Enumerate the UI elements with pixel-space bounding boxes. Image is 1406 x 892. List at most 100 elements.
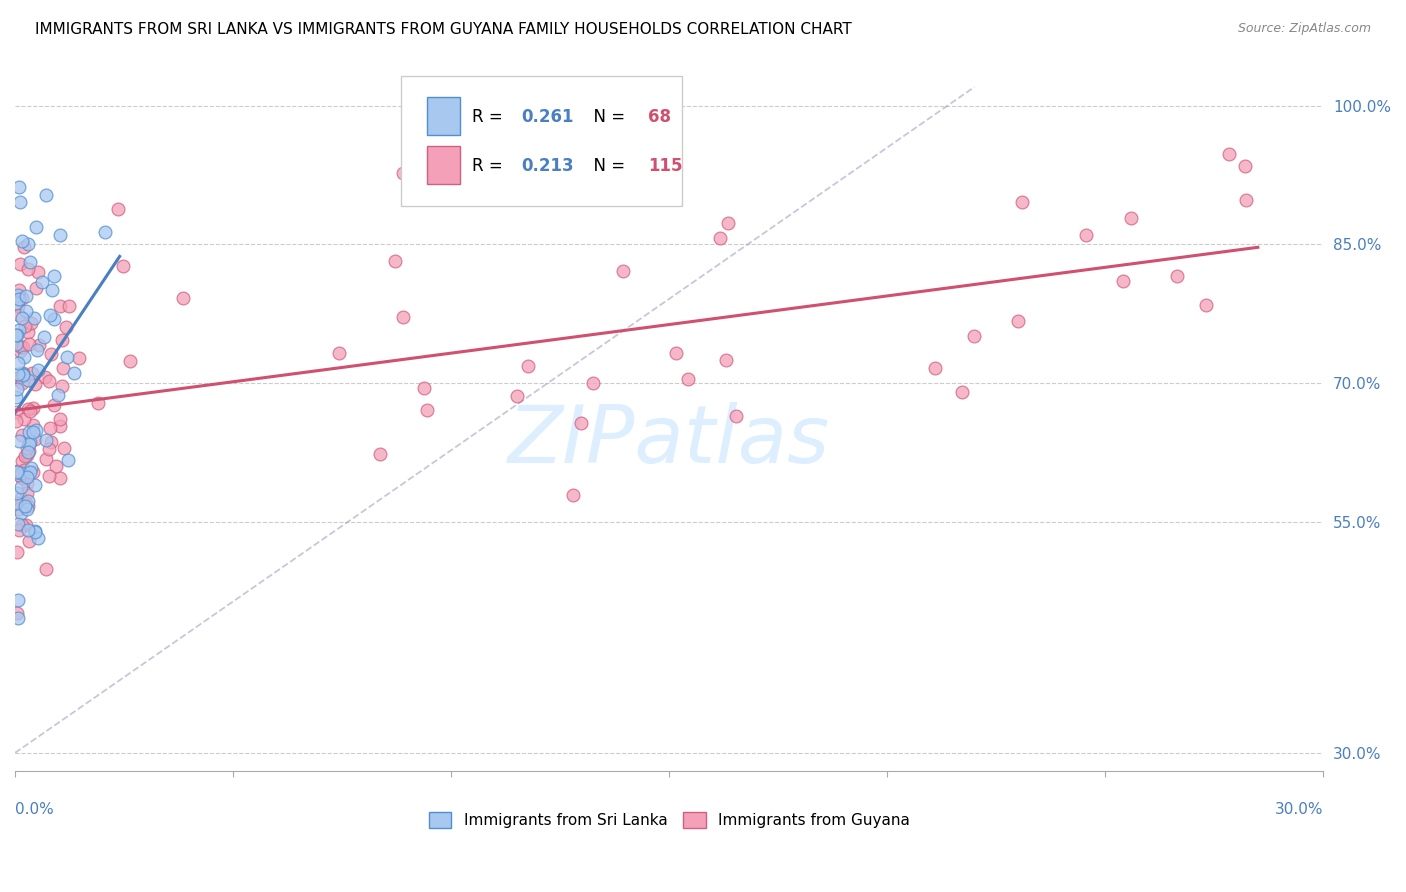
- Point: [17, 236, 39, 251]
- Point: [17, 336, 39, 351]
- Text: 0.261: 0.261: [522, 108, 574, 126]
- Point: [6, 328, 28, 343]
- Point: [7, 517, 30, 532]
- Point: [1119, 211, 1142, 225]
- Point: [14, 449, 37, 463]
- Point: [48, 299, 70, 313]
- Point: [46, 388, 69, 402]
- Point: [7, 593, 30, 607]
- Point: [11, 368, 34, 382]
- Point: [8, 370, 31, 384]
- Point: [17, 499, 39, 513]
- Point: [1074, 228, 1097, 243]
- Point: [924, 361, 946, 376]
- Point: [8, 370, 31, 384]
- Point: [24, 281, 46, 295]
- Point: [724, 409, 747, 423]
- Point: [21, 425, 44, 439]
- Point: [6, 372, 28, 386]
- Point: [11, 311, 34, 326]
- Point: [38, 442, 60, 456]
- Point: [10, 491, 32, 506]
- Point: [17, 534, 39, 549]
- Point: [10, 340, 32, 354]
- Point: [1007, 314, 1029, 328]
- Point: [15, 518, 38, 533]
- Point: [1218, 147, 1240, 161]
- Point: [1112, 274, 1135, 288]
- Point: [62, 367, 84, 381]
- Point: [24, 524, 46, 539]
- Point: [15, 442, 38, 456]
- Point: [39, 308, 62, 322]
- Point: [8, 308, 31, 322]
- Point: [6, 414, 28, 428]
- Point: [42, 269, 65, 284]
- Text: 30.0%: 30.0%: [1275, 802, 1323, 817]
- Point: [10, 497, 32, 511]
- Point: [7, 323, 30, 337]
- Point: [11, 471, 34, 485]
- Point: [7, 299, 30, 313]
- Point: [11, 234, 34, 248]
- Point: [35, 433, 58, 447]
- Point: [15, 475, 38, 490]
- Point: [27, 343, 49, 358]
- Point: [48, 227, 70, 242]
- Point: [38, 469, 60, 483]
- Point: [86, 396, 108, 410]
- Point: [8, 523, 31, 537]
- FancyBboxPatch shape: [401, 76, 682, 205]
- Point: [111, 259, 134, 273]
- Point: [581, 376, 603, 390]
- Point: [6, 296, 28, 310]
- Point: [25, 423, 48, 437]
- Point: [6, 327, 28, 342]
- Point: [51, 378, 73, 392]
- Point: [8, 434, 31, 448]
- Point: [94, 225, 117, 239]
- Point: [10, 469, 32, 483]
- Point: [27, 363, 49, 377]
- Point: [24, 310, 46, 325]
- Point: [10, 466, 32, 480]
- Point: [24, 376, 46, 391]
- Point: [34, 369, 56, 384]
- Point: [51, 334, 73, 348]
- Text: 68: 68: [648, 108, 671, 126]
- Point: [17, 402, 39, 417]
- Point: [14, 319, 37, 334]
- Point: [15, 486, 38, 500]
- Point: [1195, 298, 1218, 312]
- Point: [21, 465, 44, 479]
- Point: [7, 611, 30, 625]
- Point: [58, 453, 80, 467]
- Point: [35, 561, 58, 575]
- Point: [10, 376, 32, 391]
- Point: [31, 275, 53, 289]
- Point: [963, 329, 986, 343]
- Point: [6, 496, 28, 510]
- Point: [6, 405, 28, 419]
- Point: [562, 488, 585, 502]
- Point: [27, 265, 49, 279]
- Point: [17, 437, 39, 451]
- FancyBboxPatch shape: [427, 145, 460, 185]
- Point: [8, 194, 31, 209]
- Point: [13, 350, 35, 364]
- Point: [58, 299, 80, 313]
- Point: [11, 366, 34, 380]
- Point: [14, 496, 37, 510]
- Point: [7, 284, 30, 298]
- Text: R =: R =: [471, 108, 508, 126]
- Point: [714, 353, 737, 368]
- Point: [569, 416, 592, 430]
- Text: R =: R =: [471, 156, 508, 175]
- Text: Source: ZipAtlas.com: Source: ZipAtlas.com: [1237, 22, 1371, 36]
- Point: [678, 372, 700, 386]
- Point: [11, 454, 34, 468]
- Text: ZIPatlas: ZIPatlas: [508, 402, 830, 480]
- Point: [412, 382, 434, 396]
- Point: [20, 461, 42, 475]
- Point: [7, 288, 30, 302]
